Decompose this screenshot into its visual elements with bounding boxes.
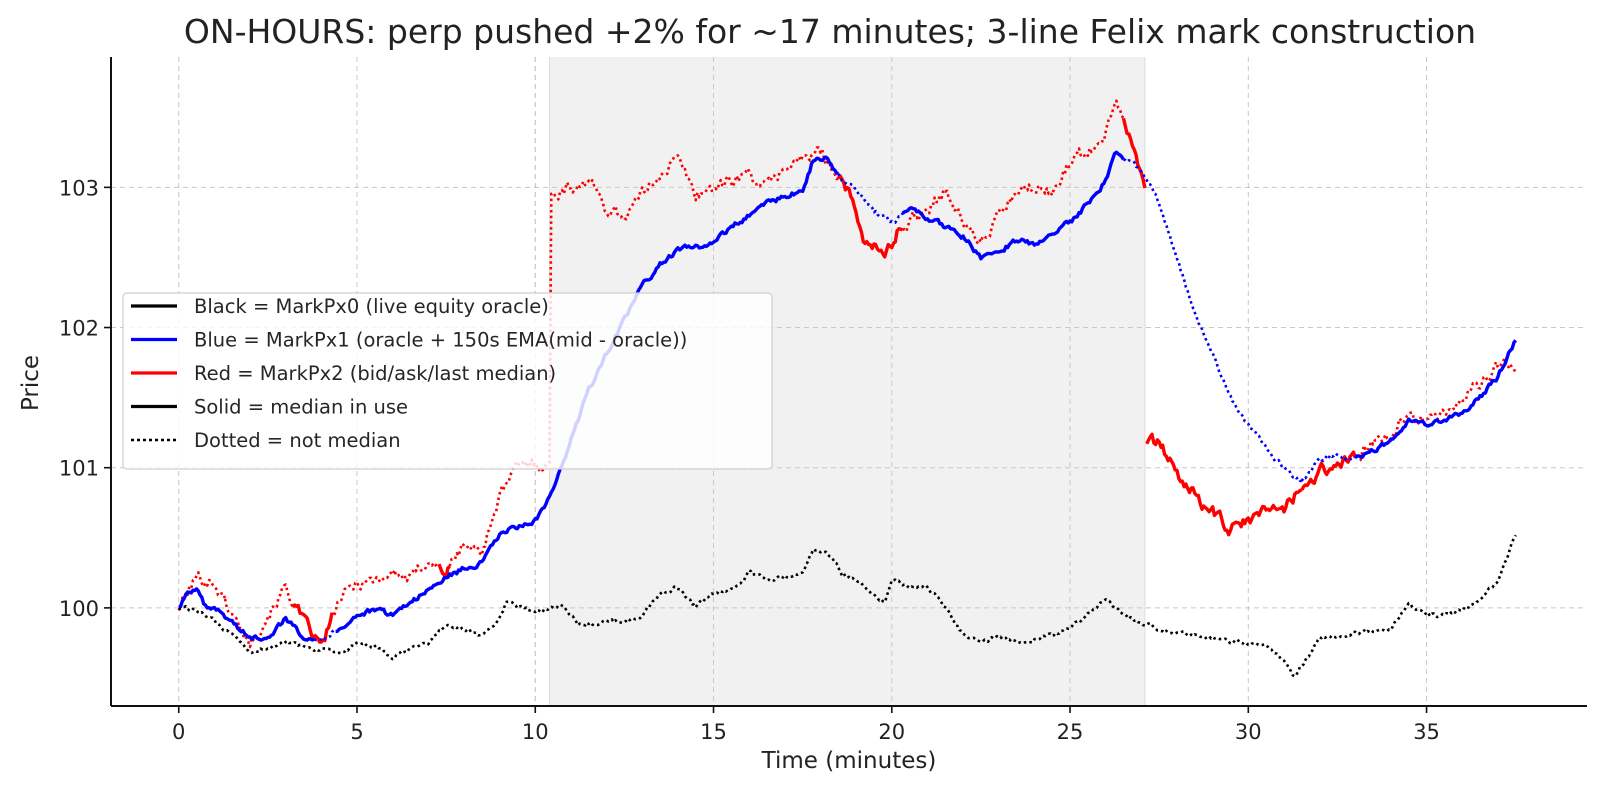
MarkPx2-line-segment-6 — [437, 563, 451, 579]
x-tick-label: 20 — [878, 720, 905, 744]
MarkPx2-line-segment-7 — [448, 146, 839, 567]
MarkPx2-line-segment-0 — [177, 571, 227, 611]
legend-label: Red = MarkPx2 (bid/ask/last median) — [194, 362, 556, 385]
MarkPx1-line-segment-0 — [178, 587, 315, 642]
MarkPx2-line-segment-10 — [1121, 117, 1147, 189]
MarkPx0-line-segment-0 — [177, 534, 1517, 678]
chart-title: ON-HOURS: perp pushed +2% for ~17 minute… — [184, 12, 1476, 51]
MarkPx2-line-segment-12 — [1300, 450, 1357, 491]
x-axis-label: Time (minutes) — [761, 748, 937, 774]
MarkPx1-line-segment-1 — [313, 629, 337, 642]
MarkPx1-line-segment-7 — [1354, 339, 1518, 460]
legend: Black = MarkPx0 (live equity oracle) Blue… — [122, 292, 773, 470]
ticks-layer: 0 5 10 15 20 25 30 35 100 101 102 103 — [59, 176, 1440, 744]
MarkPx1-line-segment-5 — [1123, 158, 1302, 483]
y-tick-label: 103 — [59, 176, 99, 200]
x-tick-label: 15 — [700, 720, 727, 744]
MarkPx1-line-segment-3 — [837, 173, 904, 224]
MarkPx1-line-segment-4 — [901, 150, 1125, 261]
series-MarkPx0 — [177, 534, 1517, 678]
MarkPx2-line-segment-11 — [1145, 432, 1303, 537]
y-tick-label: 100 — [59, 597, 99, 621]
series-MarkPx2 — [177, 99, 1517, 649]
x-tick-label: 25 — [1057, 720, 1084, 744]
MarkPx2-line-segment-5 — [330, 561, 439, 618]
legend-label: Dotted = not median — [194, 429, 401, 452]
y-axis-label: Price — [18, 355, 44, 411]
MarkPx2-line-segment-13 — [1354, 357, 1517, 462]
MarkPx2-line-segment-8 — [836, 174, 904, 259]
y-tick-label: 101 — [59, 457, 99, 481]
MarkPx2-line-segment-3 — [291, 603, 316, 641]
x-tick-label: 10 — [522, 720, 549, 744]
MarkPx2-line-segment-4 — [312, 612, 334, 644]
x-tick-label: 5 — [350, 720, 363, 744]
legend-label: Blue = MarkPx1 (oracle + 150s EMA(mid - … — [194, 329, 687, 352]
MarkPx2-line-segment-9 — [901, 99, 1125, 244]
legend-label: Solid = median in use — [194, 396, 408, 419]
MarkPx1-line-segment-6 — [1300, 452, 1356, 482]
y-tick-label: 102 — [59, 317, 99, 341]
legend-box — [122, 292, 773, 470]
legend-label: Black = MarkPx0 (live equity oracle) — [194, 295, 549, 318]
x-tick-label: 30 — [1235, 720, 1262, 744]
x-tick-label: 0 — [172, 720, 185, 744]
x-tick-label: 35 — [1413, 720, 1440, 744]
